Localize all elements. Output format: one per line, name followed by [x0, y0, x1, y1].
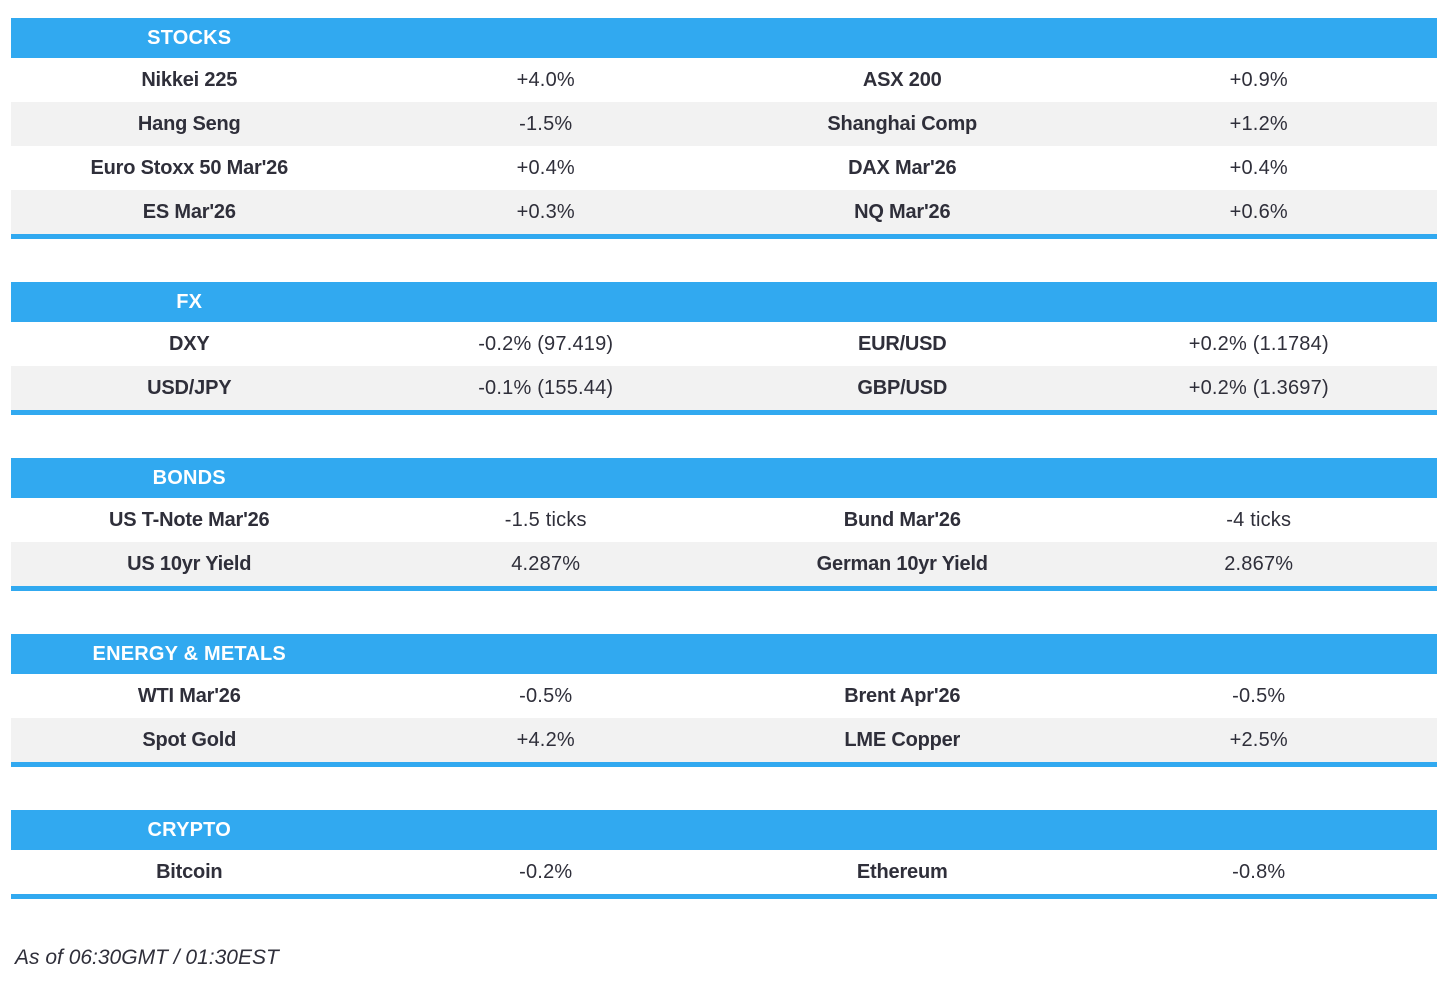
instrument-name: Bitcoin	[156, 860, 223, 883]
as-of-timestamp: As of 06:30GMT / 01:30EST	[15, 946, 279, 969]
instrument-value: +2.5%	[1229, 728, 1288, 751]
section-header-energy-metals: ENERGY & METALS	[11, 634, 1437, 674]
instrument-value: 2.867%	[1224, 552, 1294, 575]
section-energy-metals: ENERGY & METALS WTI Mar'26 -0.5% Brent A…	[11, 634, 1437, 767]
instrument-value: -1.5 ticks	[504, 508, 587, 531]
section-fx: FX DXY -0.2% (97.419) EUR/USD +0.2% (1.1…	[11, 282, 1437, 415]
instrument-value: +0.2% (1.1784)	[1188, 332, 1329, 355]
table-row: Nikkei 225 +4.0% ASX 200 +0.9%	[11, 58, 1437, 102]
table-row: Bitcoin -0.2% Ethereum -0.8%	[11, 850, 1437, 894]
instrument-name: ASX 200	[862, 68, 942, 91]
instrument-name: US T-Note Mar'26	[109, 508, 270, 531]
instrument-value: +4.2%	[516, 728, 575, 751]
table-row: US T-Note Mar'26 -1.5 ticks Bund Mar'26 …	[11, 498, 1437, 542]
section-header-bonds: BONDS	[11, 458, 1437, 498]
section-header-stocks: STOCKS	[11, 18, 1437, 58]
instrument-name: DAX Mar'26	[848, 156, 957, 179]
instrument-name: DXY	[168, 332, 210, 355]
instrument-name: Bund Mar'26	[843, 508, 961, 531]
table-row: DXY -0.2% (97.419) EUR/USD +0.2% (1.1784…	[11, 322, 1437, 366]
section-title: FX	[176, 290, 203, 313]
instrument-value: -4 ticks	[1226, 508, 1292, 531]
instrument-value: 4.287%	[511, 552, 581, 575]
section-title: BONDS	[152, 466, 226, 489]
instrument-name: GBP/USD	[857, 376, 948, 399]
instrument-name: Ethereum	[856, 860, 948, 883]
table-row: ES Mar'26 +0.3% NQ Mar'26 +0.6%	[11, 190, 1437, 234]
table-row: US 10yr Yield 4.287% German 10yr Yield 2…	[11, 542, 1437, 586]
section-title: CRYPTO	[147, 818, 231, 841]
instrument-name: WTI Mar'26	[137, 684, 241, 707]
instrument-value: -0.2%	[519, 860, 573, 883]
instrument-name: EUR/USD	[857, 332, 947, 355]
section-header-fx: FX	[11, 282, 1437, 322]
table-row: Hang Seng -1.5% Shanghai Comp +1.2%	[11, 102, 1437, 146]
section-crypto: CRYPTO Bitcoin -0.2% Ethereum -0.8%	[11, 810, 1437, 899]
instrument-name: ES Mar'26	[142, 200, 236, 223]
instrument-name: US 10yr Yield	[127, 552, 252, 575]
instrument-value: -0.1% (155.44)	[478, 376, 614, 399]
instrument-value: -0.2% (97.419)	[478, 332, 614, 355]
instrument-value: -0.8%	[1232, 860, 1286, 883]
instrument-name: German 10yr Yield	[816, 552, 988, 575]
section-bonds: BONDS US T-Note Mar'26 -1.5 ticks Bund M…	[11, 458, 1437, 591]
instrument-name: Shanghai Comp	[827, 112, 978, 135]
instrument-name: NQ Mar'26	[854, 200, 951, 223]
table-row: Euro Stoxx 50 Mar'26 +0.4% DAX Mar'26 +0…	[11, 146, 1437, 190]
instrument-value: +0.6%	[1229, 200, 1288, 223]
instrument-name: Hang Seng	[137, 112, 241, 135]
instrument-value: +0.9%	[1229, 68, 1288, 91]
instrument-value: -0.5%	[1232, 684, 1286, 707]
instrument-value: +1.2%	[1229, 112, 1288, 135]
table-row: Spot Gold +4.2% LME Copper +2.5%	[11, 718, 1437, 762]
table-row: WTI Mar'26 -0.5% Brent Apr'26 -0.5%	[11, 674, 1437, 718]
section-stocks: STOCKS Nikkei 225 +4.0% ASX 200 +0.9% Ha…	[11, 18, 1437, 239]
table-row: USD/JPY -0.1% (155.44) GBP/USD +0.2% (1.…	[11, 366, 1437, 410]
section-header-crypto: CRYPTO	[11, 810, 1437, 850]
section-title: ENERGY & METALS	[92, 642, 286, 665]
instrument-value: -1.5%	[519, 112, 573, 135]
section-title: STOCKS	[147, 26, 232, 49]
instrument-name: Spot Gold	[142, 728, 237, 751]
instrument-name: Euro Stoxx 50 Mar'26	[90, 156, 288, 179]
instrument-name: Nikkei 225	[141, 68, 238, 91]
instrument-value: +0.4%	[516, 156, 575, 179]
instrument-value: +0.4%	[1229, 156, 1288, 179]
instrument-value: +4.0%	[516, 68, 575, 91]
instrument-name: LME Copper	[844, 728, 961, 751]
instrument-name: USD/JPY	[147, 376, 232, 399]
instrument-value: +0.3%	[516, 200, 575, 223]
instrument-name: Brent Apr'26	[844, 684, 961, 707]
instrument-value: +0.2% (1.3697)	[1188, 376, 1329, 399]
instrument-value: -0.5%	[519, 684, 573, 707]
